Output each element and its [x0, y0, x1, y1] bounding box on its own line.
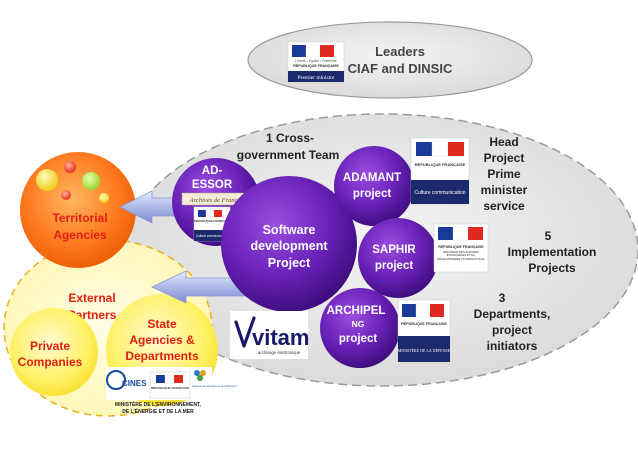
adamant-logo-republic: RÉPUBLIQUE FRANÇAISE	[415, 162, 466, 167]
adessor-logo-republic: RÉPUBLIQUE FRANÇAISE	[194, 218, 230, 223]
territorial-bubble-5	[99, 193, 109, 203]
archipel-line2: NG	[352, 319, 365, 329]
head-line5: service	[483, 199, 525, 213]
software-project-circle	[221, 176, 357, 312]
saphir-affaires-logo: RÉPUBLIQUE FRANÇAISE MINISTÈRE DES AFFAI…	[433, 223, 489, 273]
dept-line3: project	[492, 323, 532, 337]
asp-logo-text: Agence de Services et de Paiement	[192, 384, 237, 388]
head-line4: minister	[481, 183, 528, 197]
archipel-logo-republic: RÉPUBLIQUE FRANÇAISE	[401, 321, 447, 326]
adamant-circle	[334, 146, 414, 226]
dept-line4: initiators	[487, 339, 538, 353]
environnement-flag-logo: RÉPUBLIQUE FRANÇAISE	[149, 371, 191, 399]
state-line1: State	[147, 317, 177, 331]
asp-logo: Agence de Services et de Paiement	[192, 370, 237, 388]
private-line1: Private	[30, 339, 70, 353]
environnement-line2: DE L'ÉNERGIE ET DE LA MER	[122, 407, 194, 415]
private-companies-circle	[10, 308, 98, 396]
adessor-line1: AD-	[202, 165, 223, 177]
center-line3: Project	[268, 256, 311, 270]
archipel-line1: ARCHIPEL	[327, 305, 386, 317]
adamant-culture-logo: RÉPUBLIQUE FRANÇAISE Culture communicati…	[410, 137, 470, 205]
saphir-line1: SAPHIR	[372, 244, 416, 256]
leaders-text-line2: CIAF and DINSIC	[348, 61, 453, 76]
archipel-defense-logo: RÉPUBLIQUE FRANÇAISE MINISTÈRE DE LA DÉF…	[397, 299, 451, 363]
premier-ministre-logo: Liberté • Égalité • Fraternité RÉPUBLIQU…	[287, 41, 345, 83]
environnement-flag-republic: RÉPUBLIQUE FRANÇAISE	[151, 385, 189, 390]
adessor-logo-culture: Culture communication	[196, 234, 229, 238]
territorial-bubble-1	[36, 169, 58, 191]
dept-line2: Departments,	[474, 307, 551, 321]
premier-logo-republic: RÉPUBLIQUE FRANÇAISE	[293, 63, 339, 68]
territorial-line1: Territorial	[52, 211, 107, 225]
adamant-logo-culture: Culture communication	[414, 190, 465, 196]
saphir-logo-republic: RÉPUBLIQUE FRANÇAISE	[438, 244, 484, 249]
head-line2: Project	[484, 151, 525, 165]
environnement-line1: MINISTÈRE DE L'ENVIRONNEMENT,	[115, 400, 202, 408]
state-line2: Agencies &	[129, 333, 195, 347]
impl-line1: 5	[545, 229, 552, 243]
private-line2: Companies	[18, 355, 83, 369]
archipel-logo-defense: MINISTÈRE DE LA DÉFENSE	[398, 348, 451, 353]
state-line3: Departments	[125, 349, 199, 363]
vitam-logo-tagline: archivage électronique	[258, 350, 301, 355]
archipel-line3: project	[339, 333, 378, 345]
premier-logo-caption: Premier ministre	[298, 75, 335, 81]
adamant-line1: ADAMANT	[343, 172, 401, 184]
territorial-bubble-2	[64, 161, 76, 173]
cines-logo-text: CINES	[122, 379, 147, 388]
territorial-bubble-3	[82, 172, 100, 190]
saphir-line2: project	[375, 260, 414, 272]
vitam-logo-text: vitam	[252, 325, 309, 350]
external-line1: External	[68, 291, 115, 305]
adessor-line2: ESSOR	[192, 179, 233, 191]
leaders-text-line1: Leaders	[375, 44, 425, 59]
center-line2: development	[250, 239, 328, 253]
premier-logo-motto: Liberté • Égalité • Fraternité	[295, 58, 337, 63]
team-label-line1: 1 Cross-	[266, 131, 314, 145]
cines-logo: CINES	[106, 370, 147, 390]
territorial-agencies-circle	[20, 152, 136, 268]
archives-logo-text: Archives de France	[189, 197, 241, 204]
center-line1: Software	[263, 223, 316, 237]
impl-line3: Projects	[528, 261, 576, 275]
head-line3: Prime	[487, 167, 521, 181]
head-line1: Head	[489, 135, 518, 149]
team-label-line2: government Team	[237, 148, 339, 162]
territorial-bubble-4	[61, 190, 71, 200]
state-logos-strip: CINES RÉPUBLIQUE FRANÇAISE Agence de Ser…	[106, 367, 237, 415]
impl-line2: Implementation	[508, 245, 597, 259]
archipel-circle	[320, 288, 400, 368]
dept-line1: 3	[499, 291, 506, 305]
territorial-line2: Agencies	[53, 228, 107, 242]
adamant-line2: project	[353, 188, 392, 200]
saphir-circle	[358, 218, 438, 298]
saphir-logo-ministry: MINISTÈRE DES AFFAIRES ÉTRANGÈRES ET DU …	[437, 251, 485, 261]
vitam-logo: vitam archivage électronique	[230, 311, 309, 359]
